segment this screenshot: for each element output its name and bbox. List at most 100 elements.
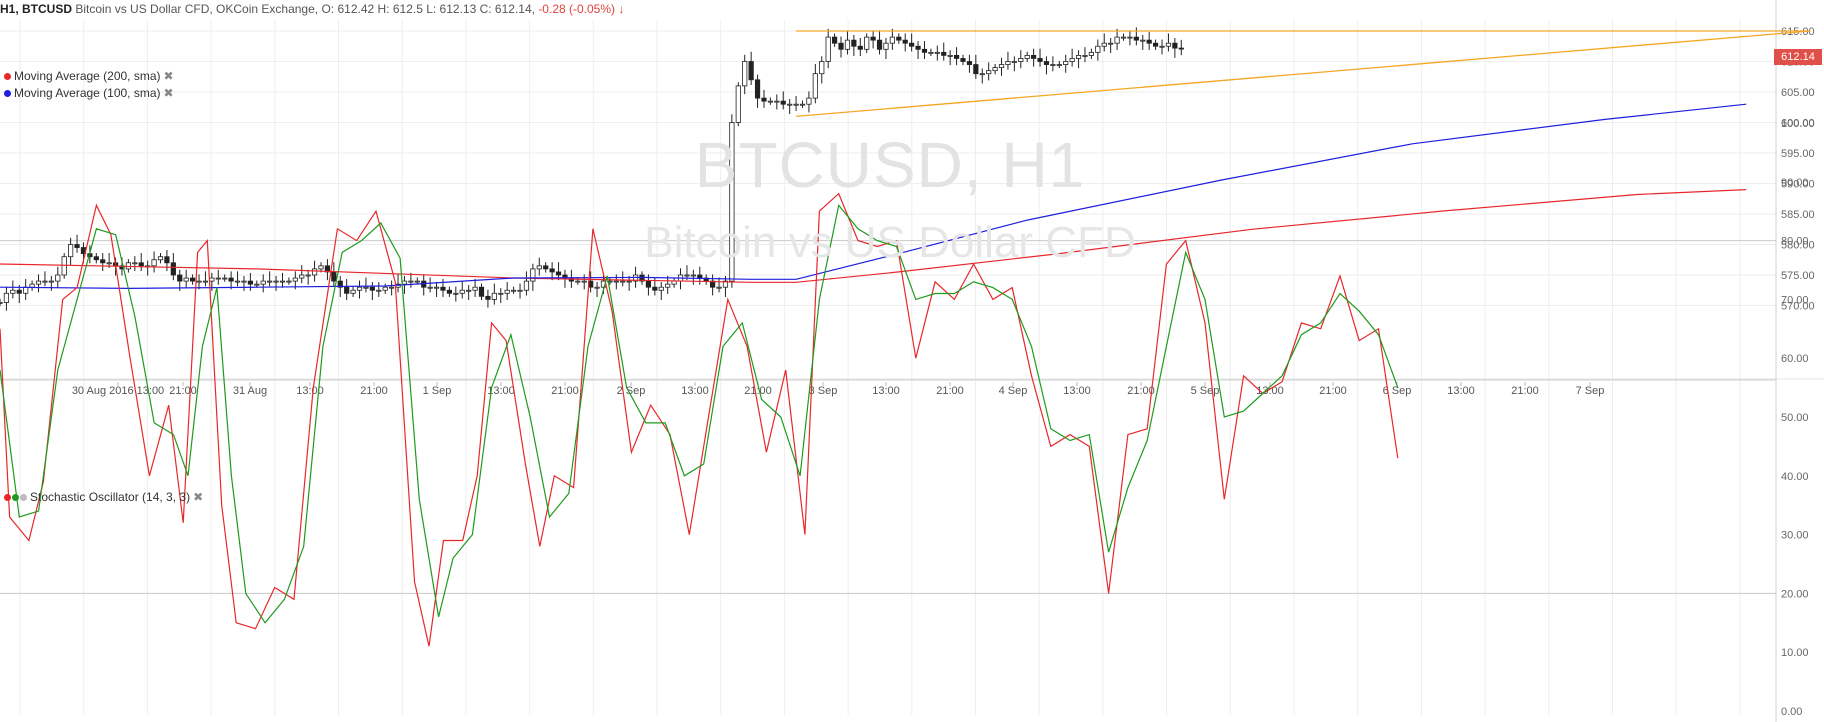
candle-body — [1082, 55, 1088, 57]
candle-body — [844, 39, 851, 50]
candle-body — [491, 292, 497, 300]
candle-body — [485, 295, 491, 300]
candle-body — [350, 289, 356, 294]
candle-body — [883, 42, 889, 50]
candle-body — [1153, 42, 1159, 47]
candle-body — [196, 280, 202, 283]
candle-body — [1037, 58, 1043, 62]
candle-body — [620, 280, 626, 283]
stochastic-tick-label: 30.00 — [1781, 530, 1809, 542]
time-tick-label: 13:00 — [296, 385, 324, 397]
candle-body — [433, 286, 440, 289]
candle-body — [504, 289, 510, 294]
candle-body — [928, 51, 934, 54]
time-tick-label: 21:00 — [1319, 385, 1347, 397]
candle-body — [684, 274, 690, 277]
close-icon[interactable]: ✖ — [163, 69, 174, 83]
legend-item-ma200[interactable]: Moving Average (200, sma) ✖ — [4, 69, 174, 83]
candle-body — [793, 103, 799, 106]
candle-body — [299, 274, 305, 279]
time-tick-label: 21:00 — [936, 385, 964, 397]
candle-body — [934, 51, 940, 54]
candle-body — [3, 292, 10, 303]
stochastic-k-line — [0, 192, 1399, 647]
candle-body — [408, 280, 414, 283]
candle-body — [234, 280, 241, 283]
candle-body — [472, 286, 478, 291]
candle-body — [716, 286, 722, 289]
candle-body — [1031, 55, 1037, 59]
time-tick-label: 13:00 — [487, 385, 515, 397]
symbol-description: Bitcoin vs US Dollar CFD, OKCoin Exchang… — [75, 2, 319, 16]
candle-body — [414, 280, 420, 283]
candle-body — [780, 100, 786, 105]
candle-body — [941, 51, 947, 56]
stochastic-lines — [0, 192, 1399, 647]
candle-body — [446, 289, 453, 294]
candle-body — [645, 280, 652, 288]
candle-body — [838, 42, 844, 50]
candle-body — [575, 280, 581, 283]
time-tick-label: 6 Sep — [1383, 385, 1412, 397]
candle-body — [864, 36, 870, 50]
candle-body — [363, 286, 369, 289]
candle-body — [453, 292, 459, 295]
candle-body — [466, 289, 472, 292]
candle-body — [832, 36, 838, 44]
candle-body — [1050, 64, 1056, 66]
stochastic-tick-label: 10.00 — [1781, 647, 1809, 659]
candle-body — [761, 97, 767, 102]
candle-body — [1005, 61, 1011, 65]
candle-body — [132, 262, 138, 265]
candle-body — [93, 256, 99, 261]
candle-body — [543, 265, 549, 270]
candle-body — [876, 39, 883, 50]
candle-body — [305, 274, 311, 277]
time-tick-label: 13:00 — [872, 385, 900, 397]
candle-body — [183, 277, 189, 282]
candle-body — [337, 280, 343, 288]
candle-body — [909, 42, 915, 47]
candle-body — [799, 103, 806, 106]
candle-body — [1075, 55, 1082, 59]
candle-body — [35, 280, 42, 285]
candle-body — [530, 268, 536, 282]
candle-body — [1011, 61, 1017, 63]
close-icon[interactable]: ✖ — [193, 490, 204, 504]
time-tick-label: 13:00 — [681, 385, 709, 397]
candle-body — [523, 280, 530, 291]
candle-body — [992, 67, 998, 72]
candle-body — [1101, 42, 1107, 47]
candle-body — [594, 286, 600, 289]
candle-body — [157, 256, 164, 261]
legend-item-stochastic[interactable]: Stochastic Oscillator (14, 3, 3) ✖ — [4, 490, 203, 504]
candle-body — [517, 289, 523, 292]
close-icon[interactable]: ✖ — [163, 86, 174, 100]
stochastic-tick-label: 40.00 — [1781, 471, 1809, 483]
candle-body — [632, 274, 639, 282]
chart-header: H1, BTCUSD Bitcoin vs US Dollar CFD, OKC… — [0, 2, 624, 16]
time-tick-label: 21:00 — [744, 385, 772, 397]
watermark-description: Bitcoin vs US Dollar CFD — [644, 218, 1136, 267]
time-tick-label: 3 Sep — [809, 385, 838, 397]
candle-body — [986, 70, 992, 75]
candle-body — [29, 283, 35, 288]
candle-body — [1114, 36, 1120, 44]
candle-body — [0, 302, 3, 304]
candle-body — [1056, 64, 1062, 66]
candle-body — [510, 289, 517, 292]
candle-body — [42, 280, 48, 283]
legend-item-ma100[interactable]: Moving Average (100, sma) ✖ — [4, 86, 174, 100]
stochastic-tick-label: 60.00 — [1781, 353, 1809, 365]
candle-body — [581, 280, 587, 283]
candle-body — [966, 61, 973, 65]
candle-body — [215, 277, 221, 280]
candle-body — [23, 286, 29, 294]
candle-body — [613, 280, 619, 283]
candle-body — [812, 73, 818, 99]
candle-body — [311, 268, 318, 276]
symbol-title: H1, BTCUSD — [0, 2, 73, 16]
overlay-lines — [0, 30, 1811, 290]
